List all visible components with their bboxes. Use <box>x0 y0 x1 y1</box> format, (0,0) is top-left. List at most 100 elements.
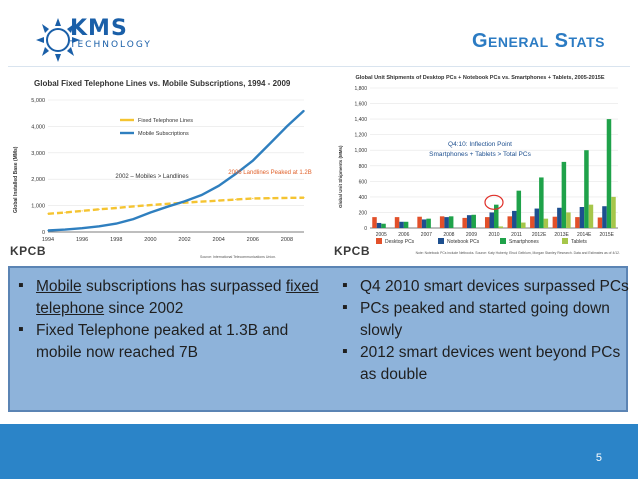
y-tick-label: 0 <box>42 230 45 236</box>
title-divider <box>8 66 630 67</box>
bar <box>557 207 562 228</box>
y-tick-label: 1,000 <box>31 204 45 210</box>
y-tick-label: 1,800 <box>354 86 367 92</box>
y-tick-label: 400 <box>359 195 368 201</box>
x-tick-label: 1998 <box>110 237 122 243</box>
legend-label: Fixed Telephone Lines <box>138 118 193 124</box>
data-point <box>286 197 288 199</box>
bar <box>399 221 404 228</box>
bar <box>462 217 467 228</box>
x-tick-label: 2000 <box>144 237 156 243</box>
x-tick-label: 2006 <box>398 232 409 238</box>
data-point <box>132 218 134 220</box>
x-tick-label: 2006 <box>247 237 259 243</box>
data-point <box>64 211 66 214</box>
y-tick-label: 1,400 <box>354 117 367 123</box>
bar <box>575 217 580 228</box>
y-tick-label: 3,000 <box>31 151 45 157</box>
data-point <box>201 201 203 203</box>
data-point <box>218 185 220 187</box>
bar <box>421 219 427 228</box>
left-source-label: KPCB <box>10 244 47 258</box>
bar <box>561 161 567 228</box>
bar <box>552 216 558 228</box>
bar <box>426 218 431 228</box>
chart-right-annotation-2: Smartphones + Tablets > Total PCs <box>429 151 531 158</box>
bar <box>507 216 513 228</box>
y-tick-label: 4,000 <box>31 124 45 130</box>
data-point <box>98 208 100 210</box>
x-tick-label: 2009 <box>466 232 477 238</box>
right-source-label: KPCB <box>334 244 371 258</box>
y-tick-label: 600 <box>359 179 368 185</box>
x-tick-label: 2012E <box>532 232 547 238</box>
legend-label: Tablets <box>571 239 587 245</box>
data-point <box>183 200 186 202</box>
x-tick-label: 2007 <box>421 232 432 238</box>
y-tick-label: 0 <box>364 226 367 232</box>
bar <box>448 216 454 228</box>
data-point <box>81 227 83 229</box>
data-point <box>64 229 66 231</box>
chart-right-title: Global Unit Shipments of Desktop PCs + N… <box>356 75 605 81</box>
bar <box>584 150 589 228</box>
logo-mark-icon <box>36 18 80 62</box>
bar <box>539 177 544 228</box>
bar <box>516 190 522 228</box>
x-tick-label: 1994 <box>42 237 54 243</box>
chart-left-ylabel: Global Installed Base (MMs) <box>13 146 19 213</box>
bar <box>566 212 571 228</box>
data-point <box>235 198 237 201</box>
y-tick-label: 1,600 <box>354 102 367 108</box>
right-bullet-column: Q4 2010 smart devices surpassed PCs PCs … <box>340 275 632 386</box>
chart-left-annotation-1: 2002 – Mobiles > Landlines <box>115 174 188 180</box>
legend-swatch <box>376 238 382 244</box>
data-point <box>252 197 254 200</box>
data-point <box>166 206 169 208</box>
bar <box>417 216 422 228</box>
x-tick-label: 1996 <box>76 237 88 243</box>
bar <box>394 217 400 228</box>
data-point <box>235 173 237 175</box>
bar <box>471 214 476 228</box>
x-tick-label: 2011 <box>511 232 522 238</box>
bar <box>588 204 594 228</box>
bar <box>444 217 449 228</box>
data-point <box>269 142 271 145</box>
legend-label: Mobile Subscriptions <box>138 131 189 137</box>
logo-tagline: TECHNOLOGY <box>70 40 152 50</box>
chart-left-annotation-2: 2006 Landlines Peaked at 1.2B <box>228 170 311 176</box>
bar <box>579 207 585 228</box>
legend-label: Smartphones <box>509 239 539 245</box>
x-tick-label: 2013E <box>554 232 569 238</box>
x-tick-label: 2004 <box>213 237 225 243</box>
legend-label: Notebook PCs <box>447 239 480 245</box>
y-tick-label: 800 <box>359 164 368 170</box>
legend-swatch <box>500 238 506 244</box>
summary-box: Mobile subscriptions has surpassed fixed… <box>8 266 629 412</box>
x-tick-label: 2010 <box>488 232 499 238</box>
chart-right-notes: Note: Notebook PCs include Netbooks. Sou… <box>416 251 620 255</box>
bar <box>372 217 377 228</box>
bar <box>606 119 612 228</box>
y-tick-label: 1,200 <box>354 133 367 139</box>
bar <box>597 217 603 228</box>
x-tick-label: 2002 <box>178 237 190 243</box>
telephone-vs-mobile-chart: Global Fixed Telephone Lines vs. Mobile … <box>8 68 326 264</box>
data-point <box>303 197 305 199</box>
company-logo <box>28 14 168 66</box>
y-tick-label: 2,000 <box>31 177 45 183</box>
data-point <box>98 225 100 227</box>
data-point <box>269 197 271 199</box>
x-tick-label: 2008 <box>281 237 293 243</box>
chart-left-source: Source: International Telecommunications… <box>200 255 276 259</box>
bar <box>512 210 517 228</box>
bar <box>376 222 382 228</box>
y-tick-label: 1,000 <box>354 148 367 154</box>
chart-right-ylabel: Global Unit Shipments (MMs) <box>338 145 343 208</box>
data-point <box>149 211 151 214</box>
bar <box>543 218 549 228</box>
bullet-q4-2010: Q4 2010 smart devices surpassed PCs <box>340 275 632 298</box>
x-tick-label: 2014E <box>577 232 592 238</box>
bar <box>381 223 386 228</box>
